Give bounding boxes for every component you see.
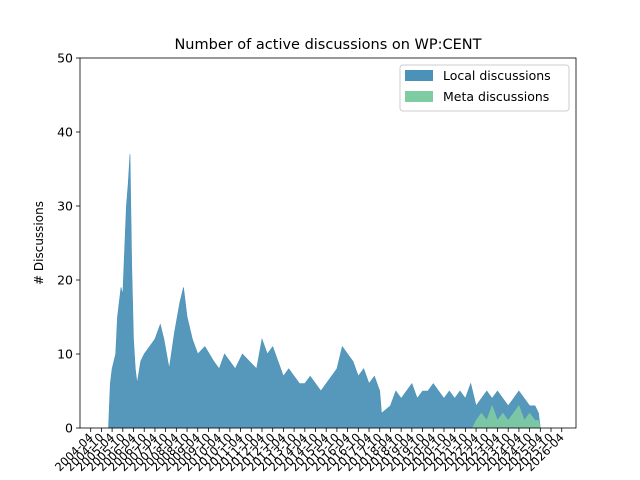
y-tick-label: 0 (65, 421, 73, 436)
x-axis: 2004-042004-102005-042005-102006-042006-… (52, 428, 567, 474)
plot-frame (79, 57, 577, 429)
legend-label-meta: Meta discussions (443, 89, 549, 104)
legend-box (399, 64, 570, 112)
series-area-meta (472, 404, 541, 429)
y-tick-label: 50 (57, 51, 73, 66)
legend: Local discussions Meta discussions (399, 64, 570, 112)
series-area-local (108, 154, 541, 429)
legend-label-local: Local discussions (443, 68, 551, 83)
y-axis-label: # Discussions (32, 201, 46, 285)
y-tick-label: 40 (57, 125, 73, 140)
legend-swatch-local (405, 70, 433, 81)
plot-area (108, 154, 541, 429)
y-axis: 0 10 20 30 40 50 (57, 51, 80, 436)
y-tick-label: 20 (57, 273, 73, 288)
chart-title: Number of active discussions on WP:CENT (174, 37, 481, 53)
y-tick-label: 10 (57, 347, 73, 362)
legend-swatch-meta (405, 91, 433, 102)
y-tick-label: 30 (57, 199, 73, 214)
